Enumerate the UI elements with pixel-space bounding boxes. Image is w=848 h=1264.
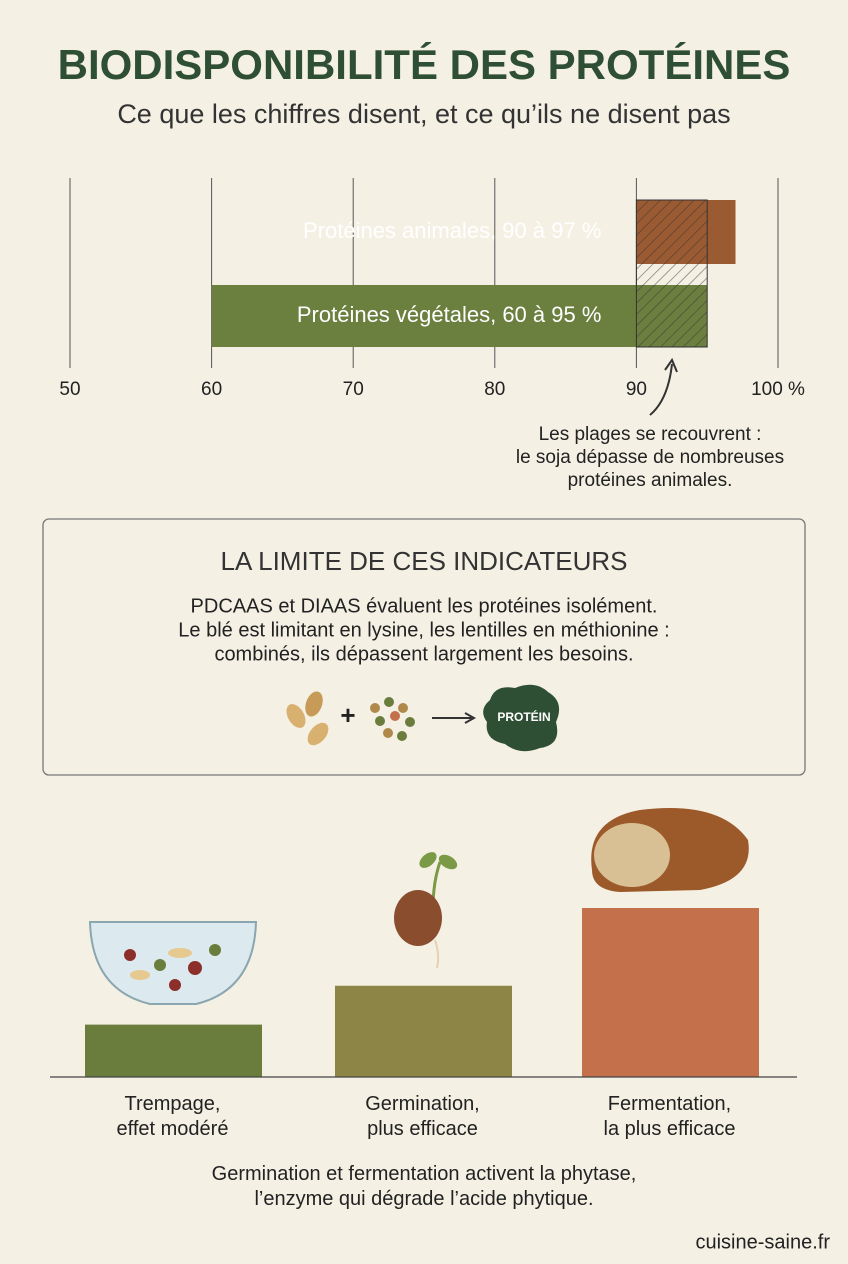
x-tick-label: 50 <box>59 379 80 400</box>
box-title: LA LIMITE DE CES INDICATEURS <box>221 546 628 576</box>
annotation: protéines animales. <box>568 470 733 491</box>
lentil-icon <box>370 697 415 741</box>
x-tick-label: 70 <box>343 379 364 400</box>
bar-chart: Trempage, effet modéré Germination, plus ef… <box>50 908 797 1210</box>
bread-illustration <box>591 808 749 892</box>
range-chart: 50 60 70 80 90 100 % Protéines animales, 90 à … <box>59 178 805 491</box>
bar <box>85 1024 262 1077</box>
bar-label: Protéines végétales, 60 à 95 % <box>297 302 602 327</box>
x-tick-label: Trempage, effet modéré <box>117 1093 229 1140</box>
annotation: le soja dépasse de nombreuses <box>516 447 784 468</box>
bar-label: Protéines animales, 90 à 97 % <box>303 218 601 243</box>
bar <box>582 908 759 1077</box>
x-tick-label: 60 <box>201 379 222 400</box>
bar <box>335 985 512 1077</box>
footer: cuisine-saine.fr <box>695 1231 830 1253</box>
overlap-hatch <box>635 199 708 348</box>
x-tick-label: 90 <box>626 379 647 400</box>
title: BIODISPONIBILITÉ DES PROTÉINES <box>58 41 791 88</box>
grain-icon <box>286 691 329 746</box>
caption: Germination et fermentation activent la … <box>212 1163 637 1210</box>
plus: + <box>340 700 355 730</box>
protein-blob <box>483 684 560 752</box>
range-bar <box>211 285 708 347</box>
sprout-illustration <box>394 852 458 969</box>
icon-arrow-head <box>464 712 477 724</box>
box-line: PDCAAS et DIAAS évaluent les protéines i… <box>191 595 658 617</box>
x-tick-label: Germination, plus efficace <box>365 1093 480 1140</box>
arrow-head <box>664 357 678 373</box>
bowl-illustration <box>88 921 258 1005</box>
x-tick-label: 100 % <box>751 379 805 400</box>
icon-label: PROTÉIN <box>497 709 550 724</box>
annotation: Les plages se recouvrent : <box>539 424 762 445</box>
x-tick-label: Fermentation, la plus efficace <box>604 1093 736 1140</box>
box-line: Le blé est limitant en lysine, les lenti… <box>178 619 669 641</box>
annotation-arrow <box>649 363 673 416</box>
x-tick-label: 80 <box>484 379 505 400</box>
subtitle: Ce que les chiffres disent, et ce qu’ils… <box>117 99 730 129</box>
info-box <box>42 518 806 776</box>
box-line: combinés, ils dépassent largement les be… <box>214 643 633 665</box>
